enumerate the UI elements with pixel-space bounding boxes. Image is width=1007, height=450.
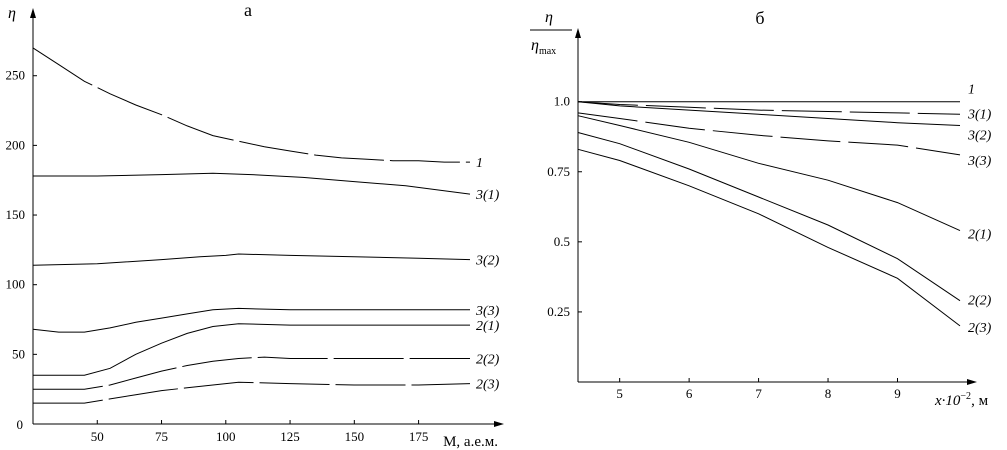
- panel-b-x-label: x·10−2, м: [934, 391, 989, 409]
- panel-a-x-tick-label: 150: [345, 429, 365, 444]
- panel-a-x-tick-label: 50: [91, 429, 104, 444]
- panel-a-curve-3-3: [32, 307, 470, 333]
- panel-a-curve-2-1: [33, 323, 470, 376]
- panel-a-x-label: M, а.е.м.: [443, 434, 498, 450]
- panel-b-curve-2-3: [577, 148, 961, 327]
- panel-a-curve-label-3-2: 3(2): [475, 254, 500, 269]
- panel-a-y-axis-arrow: [30, 8, 36, 18]
- panel-a-curve-3-1: [33, 172, 471, 195]
- panel-b-curve-2-1: [577, 115, 961, 232]
- panel-a-curve-label-3-3: 3(3): [475, 304, 500, 319]
- panel-a-curve-label-3-1: 3(1): [475, 188, 500, 203]
- panel-a-curve-label-1: 1: [476, 156, 483, 171]
- panel-b-y-tick-label: 0.5: [554, 234, 570, 249]
- panel-b-curves: [577, 101, 961, 327]
- panel-a-curve-label-2-2: 2(2): [476, 353, 500, 368]
- panel-a-ticks: 50 75 100 125 150 175 50 100 150 200 250: [6, 68, 429, 444]
- panel-a-curve-label-2-3: 2(3): [476, 378, 500, 393]
- panel-a-y-tick-label: 100: [6, 277, 26, 292]
- panel-b-y-axis-arrow: [575, 28, 581, 38]
- panel-b-y-tick-label: 0.25: [547, 304, 570, 319]
- panel-a-y-tick-label: 50: [12, 346, 25, 361]
- panel-b-y-label-subscript: max: [539, 46, 556, 57]
- panel-b-x-axis-arrow: [967, 379, 977, 385]
- panel-a: а η 0 M, а.е.м. 50 75 100 125 150 17550100150…: [6, 0, 504, 450]
- panel-a-curve-2-3: [33, 381, 471, 404]
- panel-b-curve-3-3: [577, 112, 961, 156]
- panel-a-curve-labels: 1 3(1) 3(2) 3(3)2(1) 2(2) 2(3): [475, 156, 500, 393]
- panel-a-y-tick-label: 200: [6, 137, 26, 152]
- panel-b-y-label-numerator: η: [545, 9, 553, 26]
- panel-b-x-tick-label: 8: [825, 386, 832, 401]
- panel-a-title: а: [244, 0, 252, 20]
- panel-a-curve-2-2: [33, 356, 470, 390]
- panel-a-x-axis-arrow: [494, 421, 504, 427]
- panel-b-curve-label-2-2: 2(2): [968, 294, 992, 309]
- panel-a-curve-label-2-1: 2(1): [476, 319, 500, 334]
- panel-b-curve-label-3-1: 3(1): [967, 107, 992, 122]
- panel-b-y-label-denominator: ηmax: [531, 37, 556, 57]
- panel-a-curves: [32, 47, 471, 404]
- panel-b-curve-label-2-1: 2(1): [968, 228, 992, 243]
- panel-b-curve-3-1: [577, 101, 961, 115]
- panel-b-x-tick-label: 9: [894, 386, 901, 401]
- panel-b-y-tick-label: 0.75: [547, 164, 570, 179]
- panel-a-y-tick-label: 150: [6, 207, 26, 222]
- panel-a-curve-1: [32, 47, 470, 163]
- panel-b-curve-label-2-3: 2(3): [968, 321, 992, 336]
- panel-a-y-tick-label: 250: [6, 68, 26, 83]
- panel-b-curve-2-2: [577, 132, 961, 302]
- panel-b-ticks: 5 6 7 8 9 1.0 0.75 0.5 0.25: [547, 94, 900, 401]
- panel-a-curve-3-2: [32, 253, 471, 266]
- panel-b-x-tick-label: 7: [755, 386, 762, 401]
- panel-b-y-tick-label: 1.0: [554, 94, 570, 109]
- panel-b-curve-label-3-2: 3(2): [967, 129, 992, 144]
- panel-b-x-tick-label: 5: [616, 386, 623, 401]
- panel-b-curve-label-1: 1: [968, 83, 975, 98]
- panel-a-x-tick-label: 125: [280, 429, 300, 444]
- panel-a-x-tick-label: 175: [409, 429, 429, 444]
- panel-a-x-tick-label: 75: [155, 429, 168, 444]
- panel-b-curve-label-3-3: 3(3): [967, 154, 992, 169]
- panel-a-x-tick-label: 100: [216, 429, 236, 444]
- panel-a-origin-label: 0: [17, 417, 24, 432]
- panel-b-curve-3-2: [577, 101, 961, 126]
- panel-a-y-label: η: [8, 5, 16, 22]
- panel-b-title: б: [755, 8, 764, 28]
- panel-b: б η ηmax x·10−2, м 5 6 7 8 9 1.0 0.75 0.5 0.25 1…: [530, 8, 992, 409]
- panel-b-curve-labels: 1 3(1) 3(2) 3(3) 2(1) 2(2) 2(3): [967, 83, 992, 336]
- panel-b-x-tick-label: 6: [686, 386, 693, 401]
